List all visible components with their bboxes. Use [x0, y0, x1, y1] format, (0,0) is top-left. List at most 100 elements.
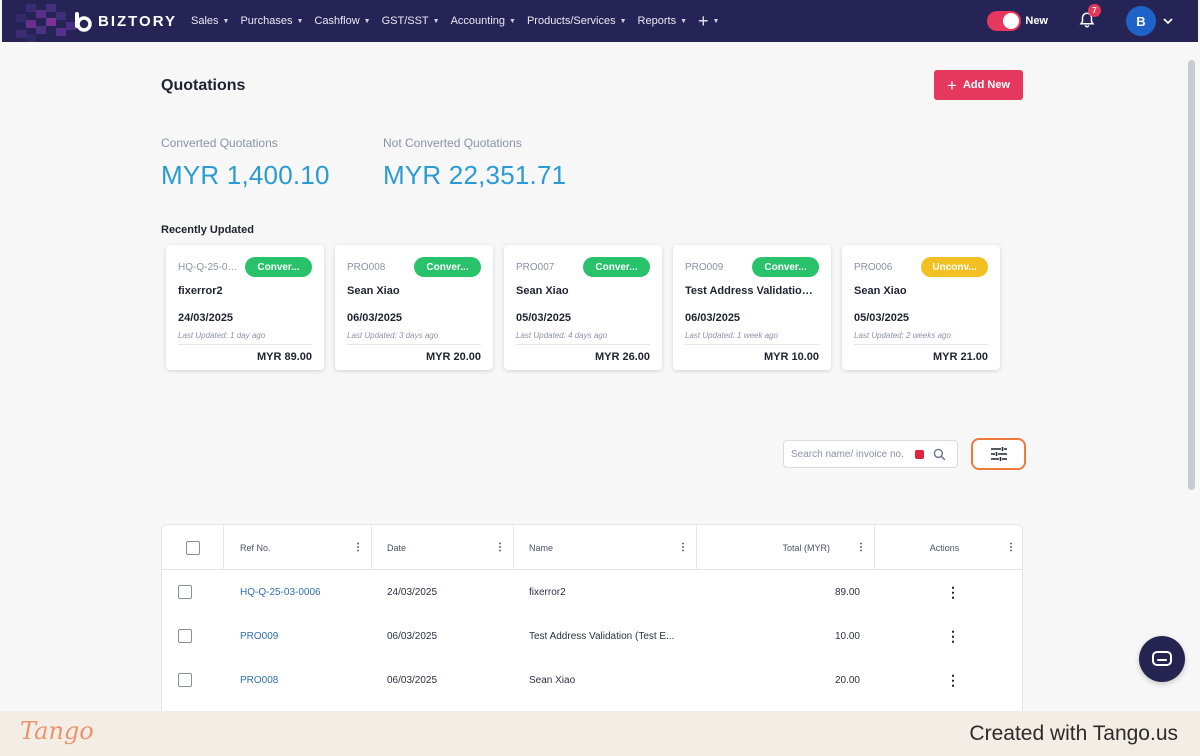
card-ref: PRO006: [854, 262, 893, 273]
row-ref[interactable]: HQ-Q-25-03-0006: [240, 586, 321, 598]
keyboard-icon: [915, 449, 924, 459]
quotations-table: Ref No. ⋮ Date ⋮ Name ⋮ Total (MYR) ⋮ Ac…: [161, 524, 1023, 724]
column-menu-icon[interactable]: ⋮: [353, 542, 363, 553]
chevron-down-icon: ▼: [509, 17, 516, 25]
row-checkbox[interactable]: [178, 629, 192, 643]
top-navbar: BIZTORY Sales ▼ Purchases ▼ Cashflow ▼ GST/…: [2, 0, 1198, 42]
row-checkbox-cell: [178, 614, 192, 658]
status-badge: Conver...: [583, 257, 650, 277]
chevron-down-icon: ▼: [680, 17, 688, 25]
table-row[interactable]: HQ-Q-25-03-0006 24/03/2025 fixerror2 89.…: [162, 570, 1022, 614]
row-date: 06/03/2025: [387, 674, 438, 686]
row-checkbox[interactable]: [178, 673, 192, 687]
tango-footer: Tango Created with Tango.us: [0, 711, 1200, 756]
add-new-button[interactable]: + Add New: [934, 70, 1023, 100]
brand-logo[interactable]: BIZTORY: [72, 10, 177, 32]
select-all-checkbox[interactable]: [185, 540, 200, 555]
nav-quick-add[interactable]: + ▼: [698, 12, 719, 30]
card-updated: Last Updated: 4 days ago: [516, 331, 650, 345]
chevron-down-icon[interactable]: [1162, 15, 1174, 27]
column-menu-icon[interactable]: ⋮: [495, 542, 505, 553]
row-actions-icon[interactable]: ⋮: [946, 627, 960, 644]
card-ref: HQ-Q-25-03-0006: [178, 262, 242, 273]
row-date: 24/03/2025: [387, 586, 438, 598]
quotation-card[interactable]: PRO007 Conver... Sean Xiao 05/03/2025 La…: [504, 245, 662, 370]
quotation-card[interactable]: PRO009 Conver... Test Address Validation…: [673, 245, 831, 370]
converted-value: MYR 1,400.10: [161, 160, 330, 190]
status-badge: Conver...: [414, 257, 481, 277]
column-label: Ref No.: [240, 542, 271, 553]
column-label: Date: [387, 542, 407, 553]
quotation-card[interactable]: PRO006 Unconv... Sean Xiao 05/03/2025 La…: [842, 245, 1000, 370]
chevron-down-icon: ▼: [363, 17, 371, 25]
column-name[interactable]: Name ⋮: [514, 525, 697, 570]
nav-reports-label: Reports: [637, 15, 677, 27]
card-ref: PRO007: [516, 262, 555, 273]
column-label: Actions: [929, 542, 960, 553]
table-row[interactable]: PRO008 06/03/2025 Sean Xiao 20.00 ⋮: [162, 658, 1022, 702]
column-menu-icon[interactable]: ⋮: [1006, 542, 1016, 553]
row-date: 06/03/2025: [387, 630, 438, 642]
column-actions: Actions ⋮: [875, 525, 1022, 570]
page-scrollbar[interactable]: [1188, 60, 1195, 490]
card-updated: Last Updated: 3 days ago: [347, 331, 481, 345]
sliders-icon: [990, 447, 1007, 461]
new-ui-toggle[interactable]: [987, 11, 1022, 31]
main-menu: Sales ▼ Purchases ▼ Cashflow ▼ GST/SST ▼ Acc…: [191, 0, 719, 42]
chevron-down-icon: ▼: [296, 17, 304, 25]
quotation-card[interactable]: HQ-Q-25-03-0006 Conver... fixerror2 24/0…: [166, 245, 324, 370]
card-updated: Last Updated: 1 day ago: [178, 331, 312, 345]
card-amount: MYR 10.00: [763, 351, 819, 363]
card-date: 05/03/2025: [854, 312, 910, 324]
chat-button[interactable]: [1139, 636, 1185, 682]
card-name: Test Address Validation (...: [685, 285, 819, 297]
nav-products-services-label: Products/Services: [526, 15, 616, 27]
column-label: Name: [529, 542, 554, 553]
column-total[interactable]: Total (MYR) ⋮: [697, 525, 875, 570]
navbar-right: New 7 B: [987, 0, 1174, 42]
nav-sales[interactable]: Sales ▼: [191, 15, 229, 27]
tango-logo: Tango: [20, 717, 94, 745]
notifications-button[interactable]: 7: [1078, 4, 1101, 31]
nav-products-services[interactable]: Products/Services ▼: [527, 15, 627, 27]
row-actions-icon[interactable]: ⋮: [946, 671, 960, 688]
nav-purchases-label: Purchases: [240, 15, 293, 27]
nav-reports[interactable]: Reports ▼: [638, 15, 687, 27]
card-date: 06/03/2025: [347, 312, 403, 324]
column-menu-icon[interactable]: ⋮: [678, 542, 688, 553]
add-new-label: Add New: [962, 79, 1010, 91]
notification-badge: 7: [1088, 4, 1101, 17]
quotation-card[interactable]: PRO008 Conver... Sean Xiao 06/03/2025 La…: [335, 245, 493, 370]
nav-cashflow[interactable]: Cashflow ▼: [314, 15, 370, 27]
row-checkbox-cell: [178, 570, 192, 614]
column-menu-icon[interactable]: ⋮: [856, 542, 866, 553]
search-icon[interactable]: [933, 448, 946, 461]
row-name: Sean Xiao: [529, 674, 576, 686]
nav-gst-sst-label: GST/SST: [381, 15, 429, 27]
card-date: 05/03/2025: [516, 312, 572, 324]
biztory-logo-icon: [72, 10, 94, 32]
toggle-label: New: [1025, 15, 1048, 27]
nav-cashflow-label: Cashflow: [314, 15, 360, 27]
filter-button[interactable]: [971, 438, 1026, 470]
row-checkbox[interactable]: [178, 585, 192, 599]
search-input[interactable]: [791, 448, 913, 460]
plus-icon: +: [698, 11, 709, 31]
nav-purchases[interactable]: Purchases ▼: [240, 15, 303, 27]
not-converted-label: Not Converted Quotations: [383, 136, 522, 150]
avatar[interactable]: B: [1126, 6, 1156, 36]
row-ref[interactable]: PRO008: [240, 674, 279, 686]
table-row[interactable]: PRO009 06/03/2025 Test Address Validatio…: [162, 614, 1022, 658]
row-actions-icon[interactable]: ⋮: [946, 583, 960, 600]
row-name: fixerror2: [529, 586, 566, 598]
nav-accounting[interactable]: Accounting ▼: [451, 15, 516, 27]
nav-sales-label: Sales: [191, 15, 219, 27]
nav-accounting-label: Accounting: [450, 15, 506, 27]
row-ref[interactable]: PRO009: [240, 630, 279, 642]
nav-gst-sst[interactable]: GST/SST ▼: [382, 15, 440, 27]
column-date[interactable]: Date ⋮: [372, 525, 514, 570]
not-converted-value: MYR 22,351.71: [383, 160, 567, 190]
row-total: 10.00: [834, 630, 860, 642]
status-badge: Conver...: [245, 257, 312, 277]
column-ref-no[interactable]: Ref No. ⋮: [224, 525, 372, 570]
